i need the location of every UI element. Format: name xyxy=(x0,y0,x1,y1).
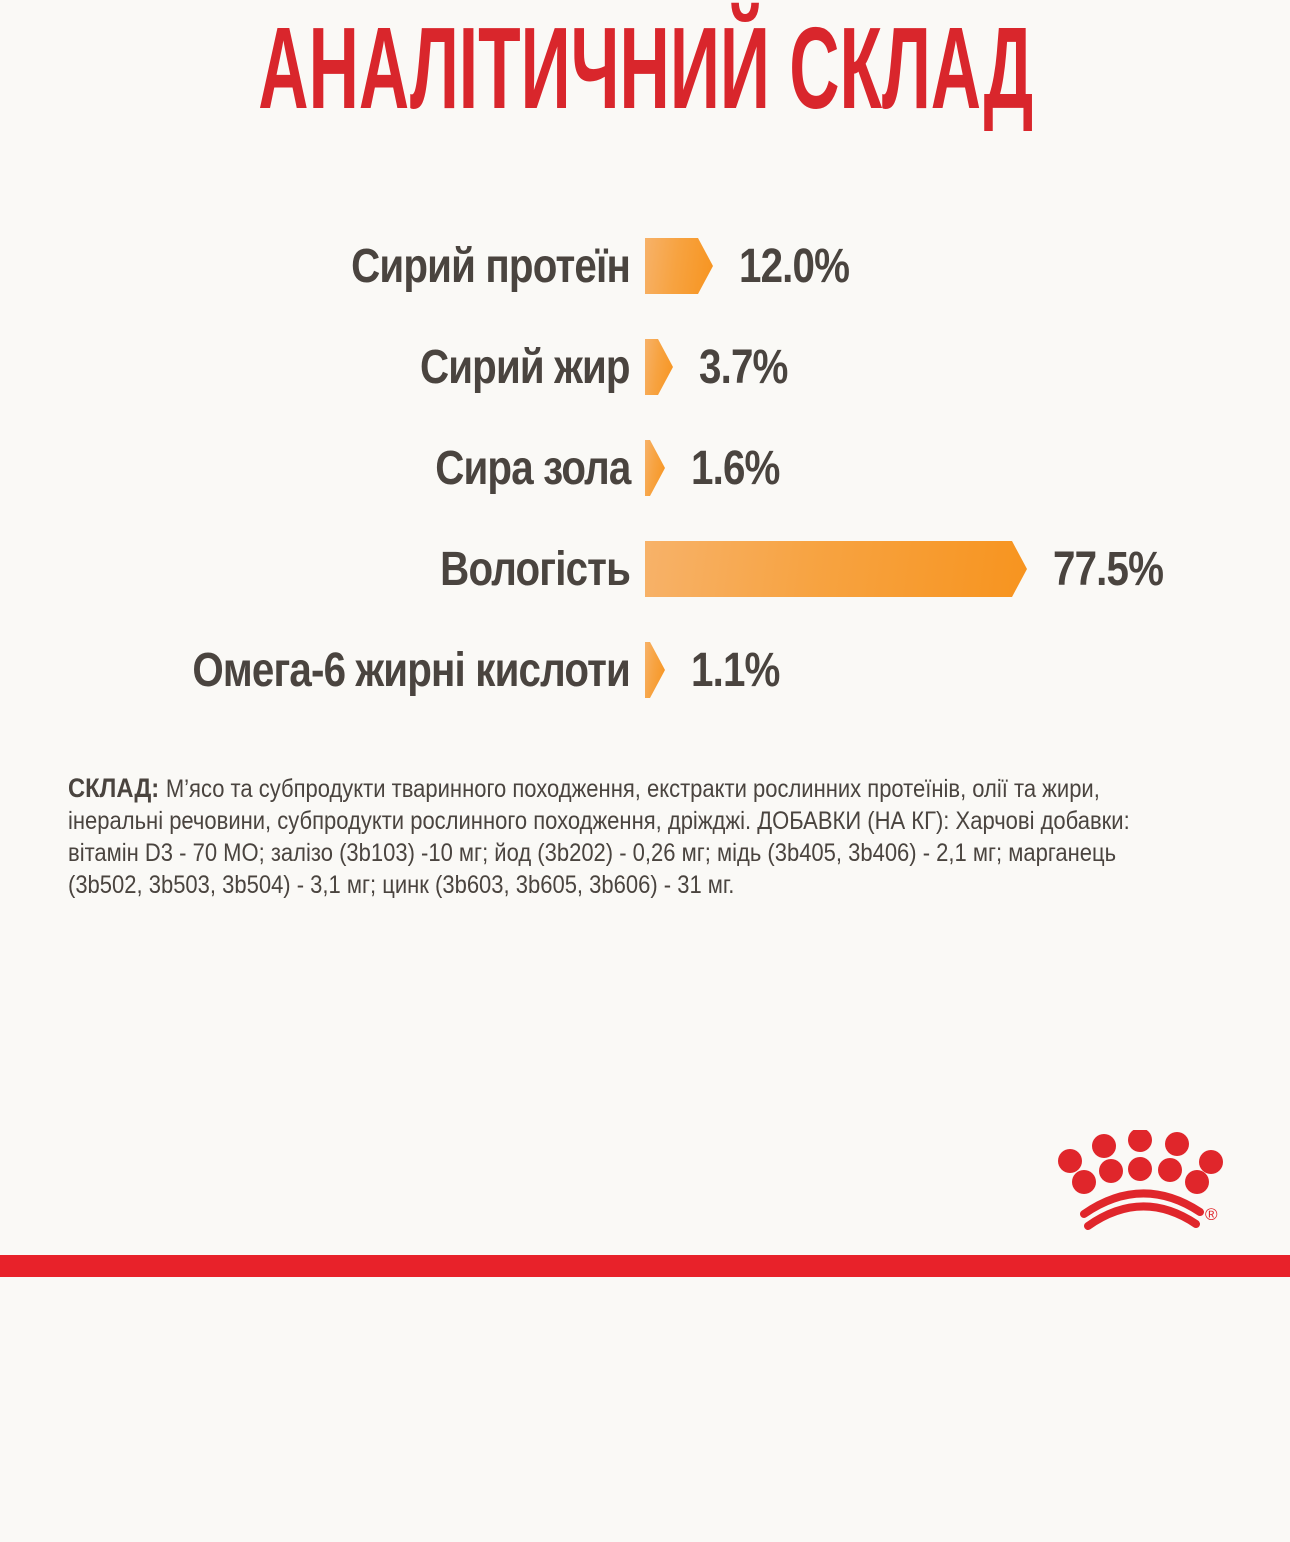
chart-category-label: Сирий протеїн xyxy=(351,239,631,293)
chart-row: Сирий протеїн 12.0% xyxy=(0,238,1290,294)
chart-category-label: Сирий жир xyxy=(420,340,631,394)
analytical-chart: Сирий протеїн 12.0% Сирий жир 3.7% Сира зола… xyxy=(0,238,1290,743)
chart-category-label: Сира зола xyxy=(434,441,631,495)
chart-value-label: 3.7% xyxy=(699,340,788,394)
chart-value-label: 77.5% xyxy=(1053,542,1164,596)
footer-red-bar xyxy=(0,1255,1290,1277)
composition-line: СКЛАД: М’ясо та субпродукти тваринного п… xyxy=(68,773,1100,803)
chart-category-label: Вологість xyxy=(440,542,631,596)
crown-arcs xyxy=(1080,1189,1204,1230)
chart-bar xyxy=(645,642,665,698)
composition-line: вітамін D3 - 70 МО; залізо (3b103) -10 м… xyxy=(68,839,1117,867)
chart-bar xyxy=(645,541,1027,597)
chart-row: Сира зола 1.6% xyxy=(0,440,1290,496)
chart-category-label: Омега-6 жирні кислоти xyxy=(192,643,630,697)
chart-bar xyxy=(645,440,665,496)
composition-label: СКЛАД: xyxy=(68,773,166,803)
composition-text: СКЛАД: М’ясо та субпродукти тваринного п… xyxy=(68,772,1130,901)
chart-row: Омега-6 жирні кислоти 1.1% xyxy=(0,642,1290,698)
page-title: АНАЛІТИЧНИЙ СКЛАД xyxy=(0,10,1290,126)
chart-bar xyxy=(645,238,713,294)
composition-line: інеральні речовини, субпродукти рослинно… xyxy=(68,807,1130,835)
royal-canin-crown-logo: ® xyxy=(1058,1130,1223,1230)
composition-line: (3b502, 3b503, 3b504) - 3,1 мг; цинк (3b… xyxy=(68,871,735,899)
registered-mark: ® xyxy=(1205,1205,1218,1224)
chart-value-label: 1.6% xyxy=(691,441,780,495)
chart-bar xyxy=(645,339,673,395)
chart-value-label: 12.0% xyxy=(739,239,850,293)
chart-row: Сирий жир 3.7% xyxy=(0,339,1290,395)
crown-dots xyxy=(1058,1130,1223,1194)
page-title-text: АНАЛІТИЧНИЙ СКЛАД xyxy=(258,3,1034,133)
chart-row: Вологість 77.5% xyxy=(0,541,1290,597)
chart-value-label: 1.1% xyxy=(691,643,780,697)
